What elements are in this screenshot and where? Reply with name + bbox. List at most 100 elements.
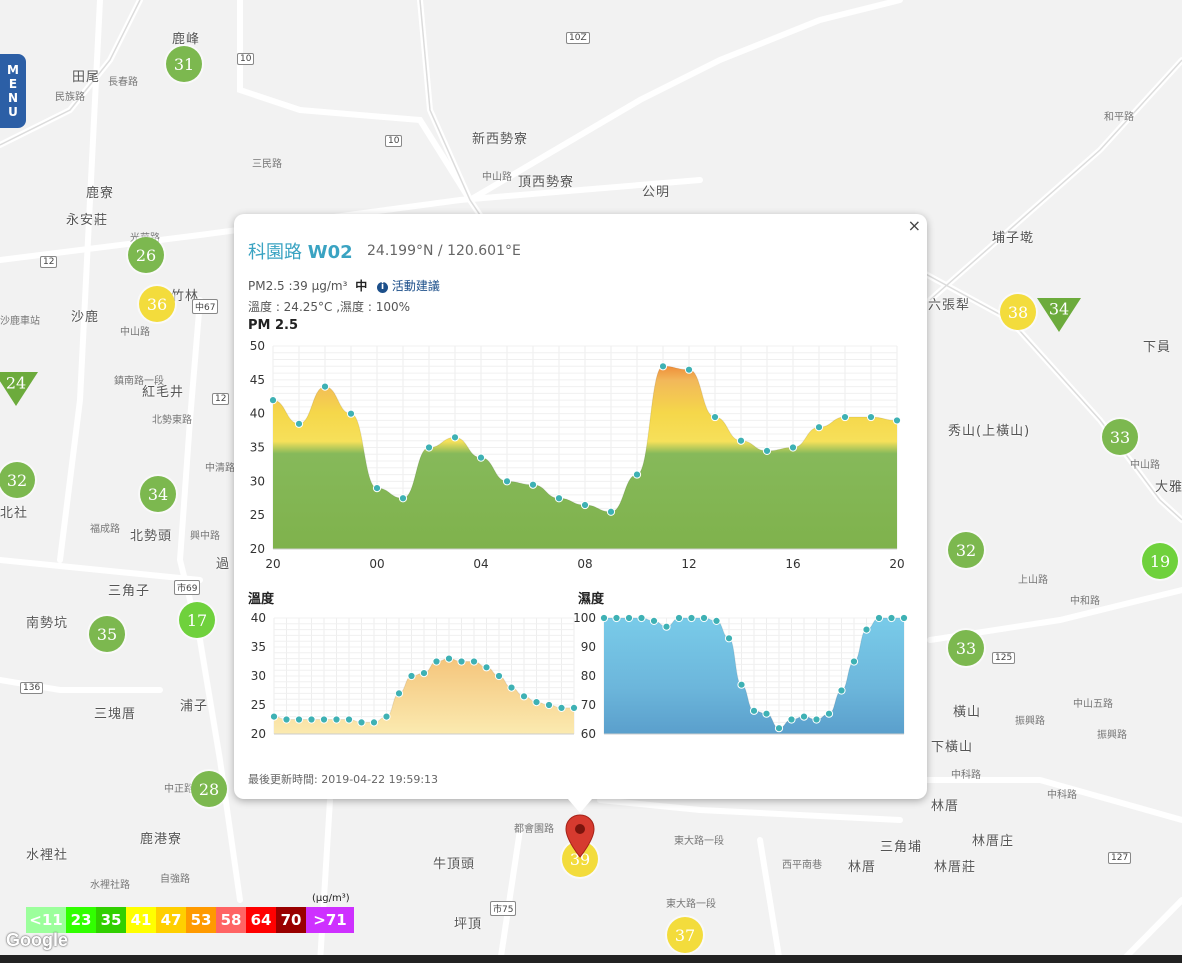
data-point[interactable] xyxy=(892,416,902,425)
data-point[interactable] xyxy=(424,443,434,452)
data-point[interactable] xyxy=(357,718,366,727)
data-point[interactable] xyxy=(557,703,566,713)
data-point[interactable] xyxy=(450,433,460,442)
data-point[interactable] xyxy=(710,412,720,422)
station-marker[interactable]: 17 xyxy=(179,602,215,638)
data-point[interactable] xyxy=(606,507,616,516)
menu-button[interactable]: M E N U xyxy=(0,54,26,128)
data-point[interactable] xyxy=(319,715,329,724)
station-marker[interactable]: 32 xyxy=(0,462,35,498)
data-point[interactable] xyxy=(320,382,330,391)
data-point[interactable] xyxy=(787,715,796,724)
data-point[interactable] xyxy=(282,715,291,724)
data-point[interactable] xyxy=(749,706,759,715)
data-point[interactable] xyxy=(824,709,834,718)
data-point[interactable] xyxy=(494,671,504,681)
data-point[interactable] xyxy=(532,698,541,707)
data-point[interactable] xyxy=(649,616,659,625)
data-point[interactable] xyxy=(444,654,454,663)
data-point[interactable] xyxy=(862,625,871,634)
data-point[interactable] xyxy=(407,671,416,681)
data-point[interactable] xyxy=(899,613,909,623)
data-point[interactable] xyxy=(346,409,356,418)
data-point[interactable] xyxy=(712,616,721,625)
data-point[interactable] xyxy=(554,494,564,503)
data-point[interactable] xyxy=(736,436,746,445)
station-marker[interactable]: 26 xyxy=(128,237,164,273)
google-logo[interactable]: Google xyxy=(6,930,68,950)
data-point[interactable] xyxy=(674,613,684,623)
data-point[interactable] xyxy=(269,712,279,721)
data-point[interactable] xyxy=(519,692,529,701)
station-marker[interactable]: 34 xyxy=(140,476,176,512)
data-point[interactable] xyxy=(812,715,821,724)
data-point[interactable] xyxy=(369,718,379,727)
data-point[interactable] xyxy=(799,712,809,721)
station-triangle-marker[interactable] xyxy=(0,372,38,406)
road-name: 中和路 xyxy=(1070,596,1100,607)
data-point[interactable] xyxy=(887,613,896,623)
station-marker[interactable]: 38 xyxy=(1000,294,1036,330)
data-point[interactable] xyxy=(457,657,466,666)
data-point[interactable] xyxy=(612,613,621,623)
data-point[interactable] xyxy=(502,477,512,486)
data-point[interactable] xyxy=(762,446,772,455)
data-point[interactable] xyxy=(419,669,429,678)
data-point[interactable] xyxy=(788,443,798,452)
location-pin-icon[interactable] xyxy=(565,814,595,862)
data-point[interactable] xyxy=(344,715,354,724)
data-point[interactable] xyxy=(837,686,846,695)
station-marker[interactable]: 31 xyxy=(166,46,202,82)
station-marker[interactable]: 33 xyxy=(1102,419,1138,455)
data-point[interactable] xyxy=(874,613,884,623)
data-point[interactable] xyxy=(724,634,734,643)
data-point[interactable] xyxy=(849,657,859,666)
data-point[interactable] xyxy=(432,657,441,666)
data-point[interactable] xyxy=(268,396,278,405)
station-marker[interactable]: 37 xyxy=(667,917,703,953)
station-marker[interactable]: 28 xyxy=(191,771,227,807)
data-point[interactable] xyxy=(599,613,609,623)
data-point[interactable] xyxy=(372,484,382,493)
data-point[interactable] xyxy=(528,480,538,489)
data-point[interactable] xyxy=(469,657,479,666)
station-marker[interactable]: 32 xyxy=(948,532,984,568)
data-point[interactable] xyxy=(662,622,671,631)
data-point[interactable] xyxy=(687,613,696,623)
data-point[interactable] xyxy=(507,683,516,692)
data-point[interactable] xyxy=(814,423,824,432)
data-point[interactable] xyxy=(307,715,316,724)
data-point[interactable] xyxy=(762,709,771,718)
station-marker[interactable]: 33 xyxy=(948,630,984,666)
station-marker[interactable]: 19 xyxy=(1142,543,1178,579)
data-point[interactable] xyxy=(774,724,784,733)
data-point[interactable] xyxy=(637,613,646,623)
station-marker[interactable]: 36 xyxy=(139,286,175,322)
y-tick-label: 80 xyxy=(581,669,596,683)
data-point[interactable] xyxy=(398,494,408,503)
data-point[interactable] xyxy=(482,663,491,672)
road-name: 東大路一段 xyxy=(666,899,716,910)
close-icon[interactable]: × xyxy=(907,216,921,235)
data-point[interactable] xyxy=(699,613,709,623)
data-point[interactable] xyxy=(684,365,694,374)
data-point[interactable] xyxy=(840,412,850,422)
data-point[interactable] xyxy=(866,412,876,422)
data-point[interactable] xyxy=(624,613,634,623)
activity-advice-link[interactable]: i 活動建議 xyxy=(377,279,440,293)
data-point[interactable] xyxy=(394,689,404,698)
data-point[interactable] xyxy=(294,715,304,724)
data-point[interactable] xyxy=(580,500,590,510)
data-point[interactable] xyxy=(737,680,746,689)
data-point[interactable] xyxy=(632,470,642,479)
data-point[interactable] xyxy=(382,712,391,721)
station-marker[interactable]: 35 xyxy=(89,616,125,652)
data-point[interactable] xyxy=(332,715,341,724)
station-triangle-marker[interactable] xyxy=(1037,298,1081,332)
data-point[interactable] xyxy=(294,419,304,428)
data-point[interactable] xyxy=(569,703,579,713)
data-point[interactable] xyxy=(476,453,486,462)
data-point[interactable] xyxy=(544,700,554,710)
data-point[interactable] xyxy=(658,362,668,371)
